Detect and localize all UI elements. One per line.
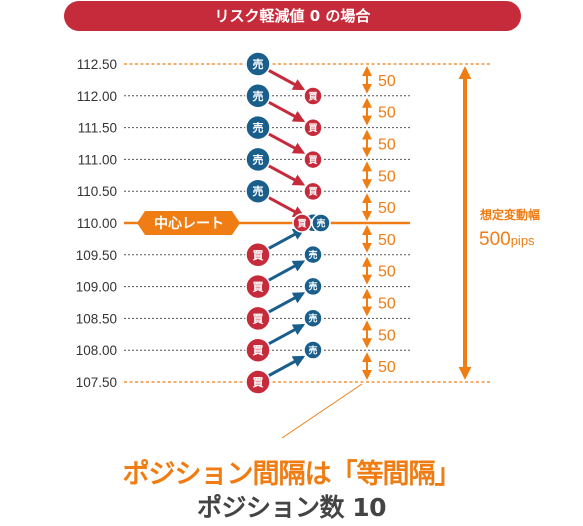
price-label: 109.50	[76, 248, 117, 263]
sell-marker	[245, 146, 271, 173]
buy-arrow	[267, 292, 306, 314]
sell-marker-label: 売	[253, 121, 264, 135]
sell-close-marker-label: 売	[308, 281, 317, 293]
sell-marker-label: 売	[253, 152, 264, 166]
sell-marker	[245, 51, 271, 77]
buy-arrow	[267, 260, 306, 282]
sell-close-marker	[303, 276, 323, 297]
sell-marker	[245, 114, 271, 141]
buy-close-marker-label: 買	[308, 187, 317, 198]
price-label: 112.00	[77, 89, 117, 104]
center-rate-label: 中心レート	[154, 215, 224, 232]
gap-label: 50	[378, 264, 396, 281]
range-number: 500	[479, 229, 511, 250]
buy-marker-label: 買	[253, 344, 264, 357]
buy-marker	[245, 242, 271, 268]
range-title: 想定変動幅	[479, 207, 540, 222]
sell-marker	[245, 83, 271, 109]
price-label: 108.00	[76, 343, 117, 358]
price-label: 111.50	[78, 121, 117, 136]
gap-label: 50	[378, 232, 396, 249]
sell-close-marker-label: 売	[308, 249, 317, 261]
gap-label: 50	[378, 200, 396, 217]
buy-close-marker-label: 買	[308, 91, 317, 102]
buy-close-marker	[303, 181, 323, 202]
price-label: 111.00	[78, 152, 117, 167]
center-sell-marker	[311, 213, 331, 233]
buy-marker	[245, 273, 271, 300]
center-sell-marker-label: 売	[316, 217, 325, 229]
sell-close-marker	[303, 308, 323, 328]
price-label: 109.00	[76, 280, 117, 295]
buy-marker	[245, 337, 271, 363]
callout-line	[281, 383, 363, 439]
banner-title: リスク軽減値 0 の場合	[214, 7, 371, 25]
buy-arrow	[267, 228, 306, 251]
sell-close-marker-label: 売	[308, 313, 317, 325]
buy-marker-label: 買	[253, 312, 264, 325]
buy-close-marker	[303, 149, 323, 170]
price-label: 112.50	[77, 57, 117, 72]
sell-arrow	[267, 68, 306, 91]
buy-marker-label: 買	[253, 376, 264, 389]
buy-close-marker-label: 買	[308, 155, 317, 166]
gap-label: 50	[378, 327, 396, 344]
sell-arrow	[267, 100, 306, 123]
sell-marker	[245, 178, 271, 204]
gap-label: 50	[378, 168, 396, 185]
footer-interval-text: ポジション間隔は「等間隔」	[122, 459, 462, 490]
buy-marker-label: 買	[253, 281, 264, 294]
center-buy-marker-label: 買	[297, 218, 306, 229]
gap-label: 50	[378, 73, 396, 90]
gap-label: 50	[378, 137, 396, 154]
sell-close-marker	[303, 340, 323, 360]
sell-arrow	[267, 164, 306, 186]
center-buy-marker	[292, 213, 312, 233]
center-rate-tag	[137, 211, 240, 235]
sell-marker-label: 売	[253, 57, 264, 71]
gap-label: 50	[378, 105, 396, 122]
sell-close-marker-label: 売	[308, 344, 317, 356]
range-value: 500pips	[479, 229, 535, 250]
sell-marker-label: 売	[253, 89, 264, 103]
buy-marker	[245, 305, 271, 332]
buy-arrow	[267, 323, 306, 346]
price-label: 107.50	[76, 375, 117, 390]
price-label: 108.50	[76, 311, 117, 326]
title-banner: リスク軽減値 0 の場合	[64, 1, 521, 31]
position-diagram: 112.50 112.00 111.50 111.00 110.50 110.00 109.…	[76, 51, 540, 439]
buy-marker-label: 買	[253, 249, 264, 262]
buy-close-marker	[303, 86, 323, 106]
buy-arrow	[267, 355, 306, 378]
gap-label: 50	[378, 359, 396, 376]
buy-close-marker	[303, 118, 323, 138]
sell-arrow	[267, 132, 306, 154]
sell-arrow	[267, 195, 306, 218]
gap-label: 50	[378, 296, 396, 313]
footer-count-text: ポジション数 10	[197, 493, 387, 522]
price-label: 110.50	[77, 184, 117, 199]
sell-close-marker	[303, 244, 323, 265]
price-label: 110.00	[77, 216, 117, 231]
sell-marker-label: 売	[253, 184, 264, 198]
range-unit: pips	[511, 233, 535, 248]
buy-close-marker-label: 買	[308, 123, 317, 134]
buy-marker	[245, 369, 271, 395]
